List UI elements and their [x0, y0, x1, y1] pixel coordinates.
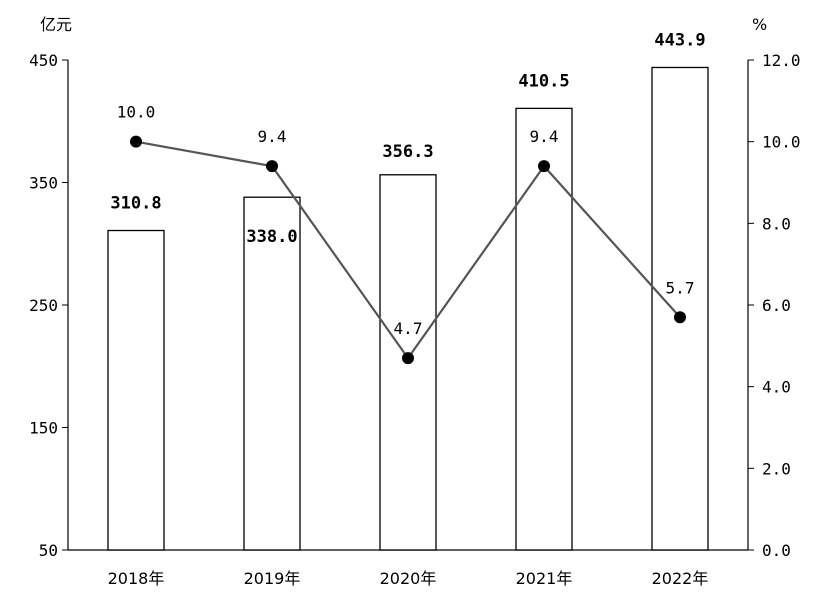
line-marker — [402, 352, 414, 365]
x-tick-label: 2022年 — [652, 569, 709, 588]
right-tick-label: 4.0 — [762, 378, 791, 397]
x-tick-label: 2019年 — [244, 569, 301, 588]
bar-value-label: 310.8 — [110, 194, 161, 214]
left-tick-label: 250 — [29, 296, 58, 315]
right-axis-ticks: 0.0 2.0 4.0 6.0 8.0 10.0 12.0 — [748, 51, 801, 560]
line-marker — [266, 160, 278, 173]
left-axis-unit: 亿元 — [40, 15, 72, 34]
line-marker — [130, 135, 142, 148]
bar-value-label: 356.3 — [382, 142, 433, 162]
bar-value-label: 410.5 — [518, 71, 569, 91]
right-tick-label: 12.0 — [762, 51, 801, 70]
line-value-label: 9.4 — [258, 127, 287, 146]
bar — [651, 66, 709, 551]
right-tick-label: 8.0 — [762, 214, 791, 233]
line-value-label: 5.7 — [666, 278, 695, 297]
right-tick-label: 0.0 — [762, 541, 791, 560]
bar-series: 310.8 338.0 356.3 410.5 443.9 — [107, 30, 709, 551]
category-labels: 2018年 2019年 2020年 2021年 2022年 — [108, 569, 709, 588]
left-axis-ticks: 50 150 250 350 450 — [29, 51, 68, 560]
right-axis-unit: % — [752, 15, 767, 34]
bar-value-label: 443.9 — [654, 30, 705, 50]
right-tick-label: 10.0 — [762, 133, 801, 152]
right-tick-label: 6.0 — [762, 296, 791, 315]
bar-value-label: 338.0 — [246, 227, 297, 247]
line-value-label: 9.4 — [530, 127, 559, 146]
line-value-label: 10.0 — [117, 103, 156, 122]
x-tick-label: 2018年 — [108, 569, 165, 588]
left-tick-label: 350 — [29, 174, 58, 193]
right-tick-label: 2.0 — [762, 459, 791, 478]
line-marker — [538, 160, 550, 173]
line-series: 10.0 9.4 4.7 9.4 5.7 — [117, 103, 695, 365]
x-tick-label: 2021年 — [516, 569, 573, 588]
left-tick-label: 50 — [39, 541, 58, 560]
x-tick-label: 2020年 — [380, 569, 437, 588]
left-tick-label: 150 — [29, 419, 58, 438]
left-tick-label: 450 — [29, 51, 58, 70]
bar — [107, 229, 165, 551]
bar — [243, 196, 301, 551]
line-value-label: 4.7 — [394, 319, 423, 338]
bar — [515, 107, 573, 551]
line-marker — [674, 311, 686, 324]
